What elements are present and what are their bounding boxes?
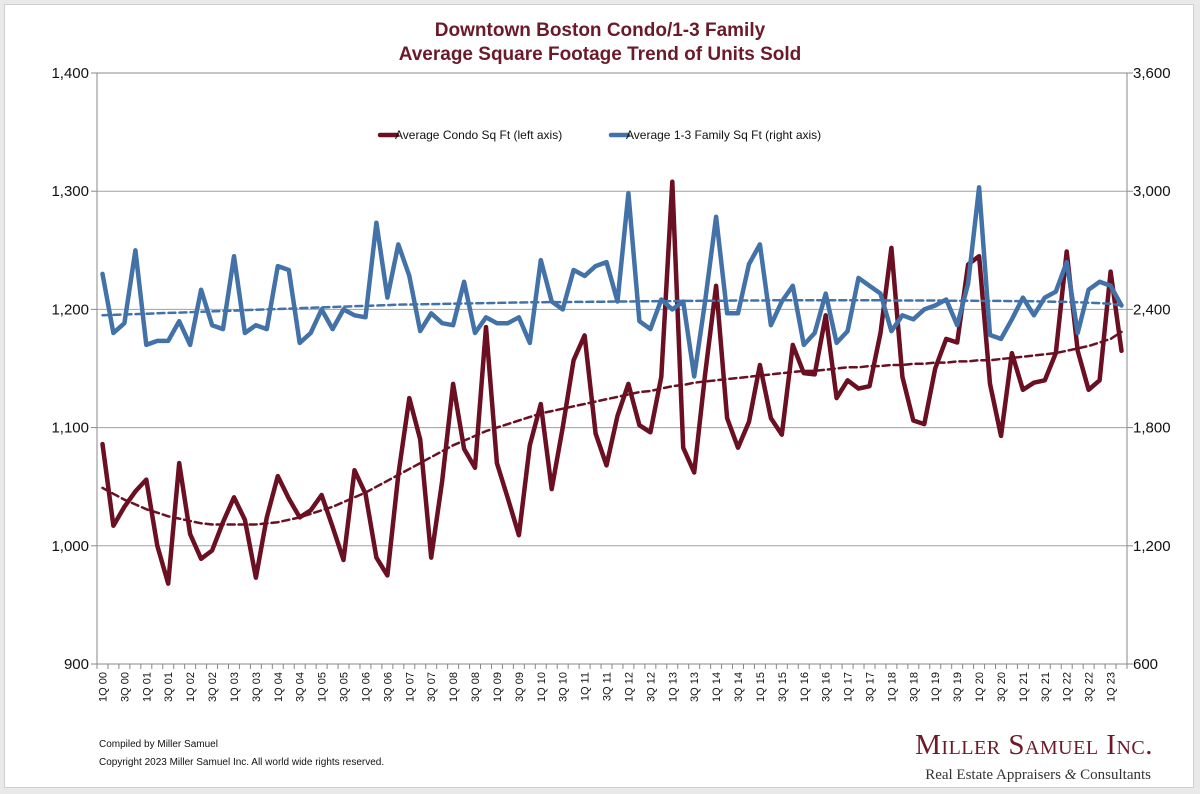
left-axis-tick-label: 1,000 <box>51 538 89 555</box>
x-axis-tick-label: 3Q 13 <box>689 672 701 702</box>
x-axis-tick-label: 3Q 21 <box>1040 672 1052 702</box>
plot-area <box>96 72 1128 665</box>
x-axis-tick-label: 1Q 04 <box>273 672 285 702</box>
x-axis-tick-label: 3Q 02 <box>207 672 219 702</box>
x-axis-tick-label: 1Q 16 <box>799 672 811 702</box>
x-axis-tick-label: 1Q 03 <box>229 672 241 702</box>
x-axis-tick-label: 3Q 12 <box>645 672 657 702</box>
right-axis-tick-label: 1,200 <box>1133 538 1171 555</box>
x-axis-tick-label: 3Q 08 <box>470 672 482 702</box>
x-axis-tick-label: 3Q 22 <box>1084 672 1096 702</box>
x-axis-tick-label: 3Q 11 <box>602 672 614 701</box>
x-axis-tick-label: 3Q 09 <box>514 672 526 702</box>
right-axis-tick-label: 3,000 <box>1133 183 1171 200</box>
x-axis-tick-label: 1Q 15 <box>755 672 767 702</box>
legend-entry-2: Average 1-3 Family Sq Ft (right axis) <box>626 128 821 142</box>
company-logo-name: Miller Samuel Inc. <box>915 729 1153 761</box>
series-line-family <box>100 185 1124 379</box>
left-axis-tick-label: 1,200 <box>51 301 89 318</box>
chart: Downtown Boston Condo/1-3 Family Average … <box>51 20 1171 702</box>
x-axis-tick-label: 1Q 13 <box>667 672 679 702</box>
x-axis-tick-label: 1Q 00 <box>97 672 109 702</box>
chart-title-line-1: Downtown Boston Condo/1-3 Family <box>435 20 766 41</box>
x-axis-tick-label: 1Q 11 <box>580 672 592 701</box>
x-axis-tick-label: 1Q 01 <box>141 672 153 702</box>
x-axis-tick-label: 3Q 03 <box>251 672 263 702</box>
x-axis-tick-label: 3Q 05 <box>339 672 351 702</box>
x-axis-tick-label: 3Q 17 <box>865 672 877 702</box>
x-axis-tick-label: 3Q 18 <box>908 672 920 702</box>
x-axis-tick-label: 1Q 09 <box>492 672 504 702</box>
legend-entry-1: Average Condo Sq Ft (left axis) <box>395 128 562 142</box>
x-axis-tick-label: 1Q 05 <box>317 672 329 702</box>
x-axis-tick-label: 3Q 15 <box>777 672 789 702</box>
x-axis-tick-label: 1Q 07 <box>404 672 416 702</box>
x-axis-tick-label: 1Q 22 <box>1062 672 1074 702</box>
x-axis-tick-label: 3Q 14 <box>733 672 745 702</box>
x-axis-tick-label: 1Q 23 <box>1106 672 1118 702</box>
x-axis-tick-label: 1Q 21 <box>1018 672 1030 702</box>
left-axis-tick-label: 1,400 <box>51 65 89 82</box>
left-axis-tick-label: 1,100 <box>51 420 89 437</box>
x-axis-tick-label: 1Q 18 <box>886 672 898 702</box>
left-axis-tick-label: 1,300 <box>51 183 89 200</box>
x-axis-tick-label: 1Q 17 <box>843 672 855 702</box>
trendline-condo <box>101 330 1123 526</box>
trendline-family <box>101 299 1123 317</box>
x-axis-tick-label: 3Q 06 <box>382 672 394 702</box>
x-axis-tick-label: 3Q 20 <box>996 672 1008 702</box>
x-axis-tick-label: 1Q 19 <box>930 672 942 702</box>
compiled-by-note: Compiled by Miller Samuel <box>99 739 218 750</box>
x-axis-tick-label: 1Q 14 <box>711 672 723 702</box>
x-axis-tick-label: 1Q 10 <box>536 672 548 702</box>
x-axis-tick-label: 1Q 02 <box>185 672 197 702</box>
right-axis-tick-label: 3,600 <box>1133 65 1171 82</box>
x-axis-tick-label: 3Q 19 <box>952 672 964 702</box>
x-axis-tick-label: 1Q 20 <box>974 672 986 702</box>
x-axis-tick-label: 3Q 16 <box>821 672 833 702</box>
right-axis-tick-label: 1,800 <box>1133 420 1171 437</box>
right-axis-tick-label: 2,400 <box>1133 301 1171 318</box>
company-logo-tagline: Real Estate Appraisers & Consultants <box>925 767 1151 783</box>
left-axis-tick-label: 900 <box>64 656 89 673</box>
x-axis-tick-label: 3Q 04 <box>295 672 307 702</box>
x-axis-tick-label: 3Q 00 <box>119 672 131 702</box>
x-axis-tick-label: 3Q 10 <box>558 672 570 702</box>
x-axis-tick-label: 1Q 06 <box>360 672 372 702</box>
x-axis-tick-label: 1Q 12 <box>623 672 635 702</box>
x-axis-tick-label: 1Q 08 <box>448 672 460 702</box>
series-line-condo <box>100 179 1124 586</box>
x-axis-tick-label: 3Q 01 <box>163 672 175 702</box>
right-axis-tick-label: 600 <box>1133 656 1158 673</box>
chart-title-line-2: Average Square Footage Trend of Units So… <box>399 44 802 65</box>
chart-frame: Downtown Boston Condo/1-3 Family Average … <box>4 4 1194 788</box>
copyright-note: Copyright 2023 Miller Samuel Inc. All wo… <box>99 757 385 768</box>
x-axis-tick-label: 3Q 07 <box>426 672 438 702</box>
